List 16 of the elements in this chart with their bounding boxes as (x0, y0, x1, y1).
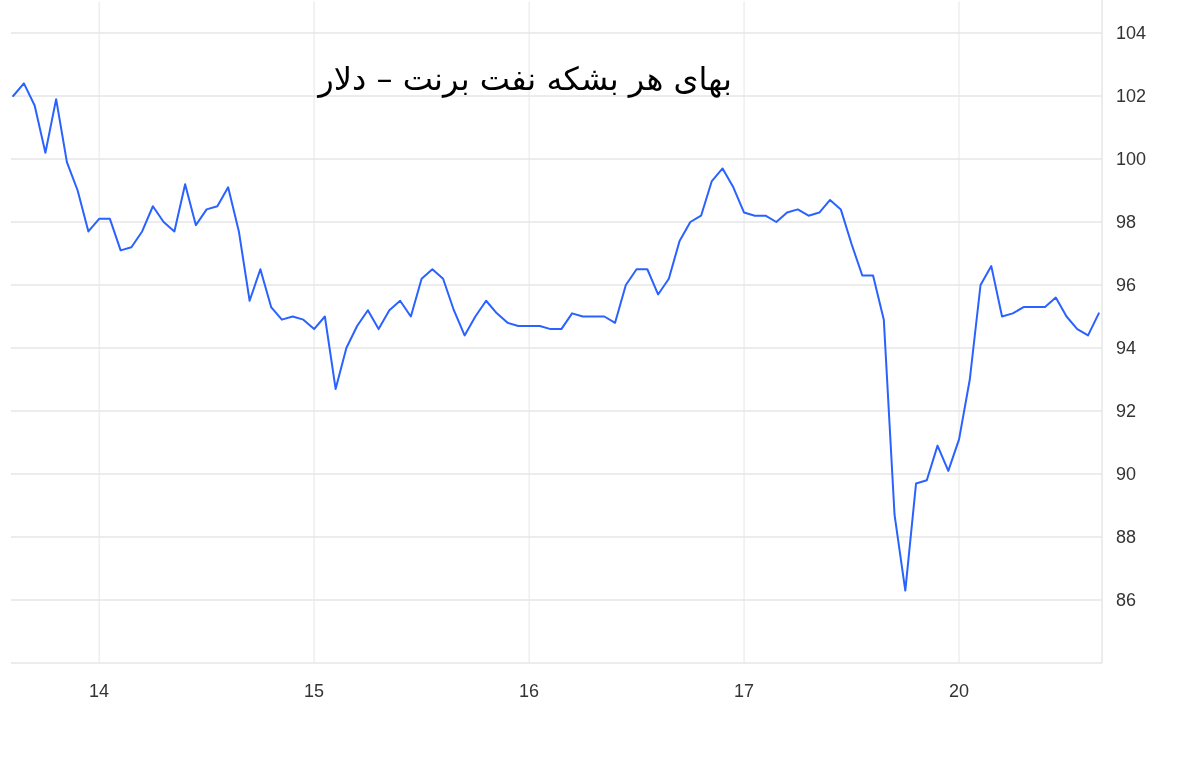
y-tick-label: 98 (1116, 212, 1137, 232)
x-tick-label: 16 (519, 681, 540, 701)
y-tick-label: 102 (1116, 86, 1147, 106)
text: بهای هر بشکه نفت برنت – دلار (318, 60, 732, 98)
x-tick-label: 14 (89, 681, 110, 701)
y-tick-label: 104 (1116, 23, 1147, 43)
x-tick-label: 15 (304, 681, 325, 701)
y-tick-label: 86 (1116, 590, 1137, 610)
y-tick-label: 96 (1116, 275, 1137, 295)
y-tick-label: 100 (1116, 149, 1147, 169)
y-tick-label: 94 (1116, 338, 1137, 358)
x-tick-label: 17 (734, 681, 755, 701)
x-tick-label: 20 (949, 681, 970, 701)
y-tick-label: 90 (1116, 464, 1137, 484)
y-tick-label: 88 (1116, 527, 1137, 547)
y-tick-label: 92 (1116, 401, 1137, 421)
